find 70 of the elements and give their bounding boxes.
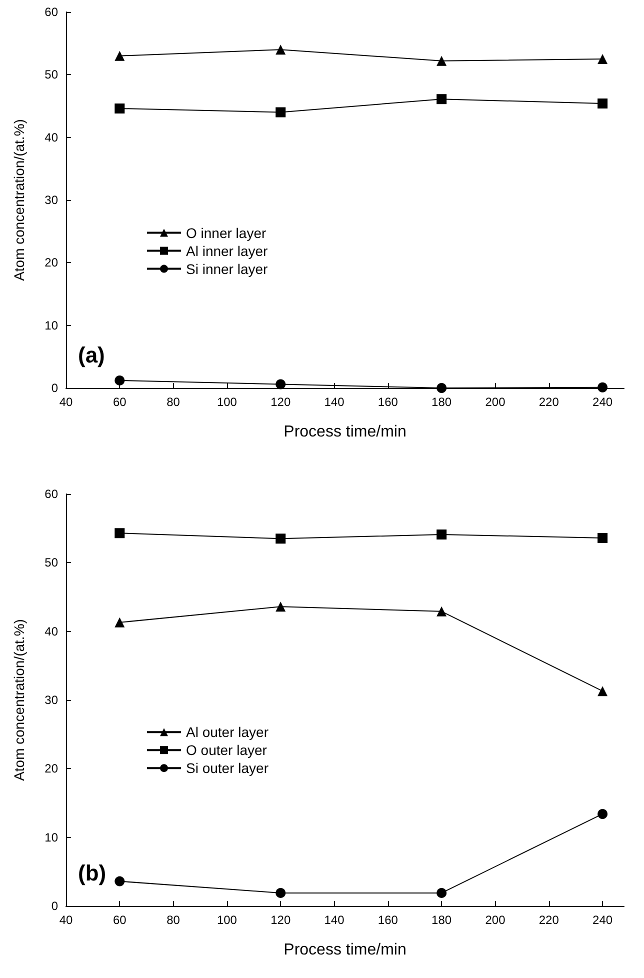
annotation: (a) bbox=[78, 342, 105, 368]
x-tick-label: 220 bbox=[538, 913, 560, 927]
y-tick-label: 20 bbox=[44, 762, 58, 776]
y-tick-label: 50 bbox=[44, 68, 58, 82]
y-tick-label: 10 bbox=[44, 318, 58, 332]
x-tick-label: 60 bbox=[112, 395, 127, 409]
point bbox=[436, 94, 447, 104]
y-tick-label: 0 bbox=[51, 381, 58, 395]
point bbox=[598, 382, 608, 392]
x-tick-label: 160 bbox=[378, 395, 398, 409]
x-tick-label: 200 bbox=[485, 395, 506, 409]
y-axis-title: Atom concentration/(at.%) bbox=[11, 119, 27, 281]
point bbox=[114, 876, 125, 886]
x-tick-label: 240 bbox=[592, 913, 613, 927]
point bbox=[114, 104, 125, 114]
x-tick-label: 60 bbox=[112, 913, 127, 927]
y-tick-label: 0 bbox=[51, 899, 58, 913]
x-tick-label: 120 bbox=[270, 395, 291, 409]
y-axis-title: Atom concentration/(at.%) bbox=[11, 619, 27, 781]
x-tick-label: 80 bbox=[166, 913, 180, 927]
x-tick-label: 240 bbox=[592, 395, 613, 409]
x-tick-label: 120 bbox=[270, 913, 291, 927]
point bbox=[276, 602, 286, 612]
legend-label: O inner layer bbox=[186, 224, 266, 241]
point bbox=[598, 686, 608, 696]
x-tick-label: 220 bbox=[538, 395, 560, 409]
y-tick-label: 60 bbox=[44, 5, 58, 19]
x-tick-label: 140 bbox=[324, 395, 345, 409]
x-tick-label: 200 bbox=[485, 913, 506, 927]
y-tick-label: 40 bbox=[44, 624, 58, 638]
legend-label: Al inner layer bbox=[186, 242, 268, 259]
point bbox=[598, 532, 608, 543]
legend-label: O outer layer bbox=[186, 742, 268, 758]
point bbox=[436, 383, 447, 393]
x-tick-label: 180 bbox=[432, 913, 452, 927]
point bbox=[436, 888, 447, 898]
point bbox=[114, 375, 125, 386]
x-tick-label: 100 bbox=[216, 395, 238, 409]
y-tick-label: 40 bbox=[44, 130, 58, 144]
annotation: (b) bbox=[78, 860, 106, 886]
point bbox=[114, 617, 125, 628]
y-tick-label: 30 bbox=[44, 693, 58, 707]
legend-label: Si inner layer bbox=[186, 260, 268, 277]
point bbox=[598, 54, 608, 64]
point bbox=[436, 606, 447, 616]
point bbox=[276, 379, 286, 390]
y-tick-label: 60 bbox=[44, 487, 58, 501]
x-axis-title: Process time/min bbox=[284, 424, 406, 440]
y-tick-label: 30 bbox=[44, 193, 58, 207]
legend-label: Si outer layer bbox=[186, 760, 269, 776]
legend-label: Al outer layer bbox=[186, 724, 269, 740]
x-tick-label: 80 bbox=[166, 395, 180, 409]
point bbox=[276, 888, 286, 898]
point bbox=[114, 528, 125, 538]
point bbox=[276, 534, 286, 544]
y-tick-label: 10 bbox=[44, 830, 58, 844]
point bbox=[276, 44, 286, 55]
x-tick-label: 160 bbox=[378, 913, 398, 927]
point bbox=[276, 107, 286, 118]
x-tick-label: 180 bbox=[432, 395, 452, 409]
point bbox=[114, 50, 125, 61]
y-tick-label: 20 bbox=[44, 256, 58, 270]
x-tick-label: 100 bbox=[216, 913, 238, 927]
point bbox=[436, 530, 447, 540]
point bbox=[598, 808, 608, 819]
point bbox=[598, 98, 608, 108]
y-tick-label: 50 bbox=[44, 556, 58, 570]
x-axis-title: Process time/min bbox=[284, 942, 406, 958]
x-tick-label: 140 bbox=[324, 913, 345, 927]
point bbox=[436, 56, 447, 66]
